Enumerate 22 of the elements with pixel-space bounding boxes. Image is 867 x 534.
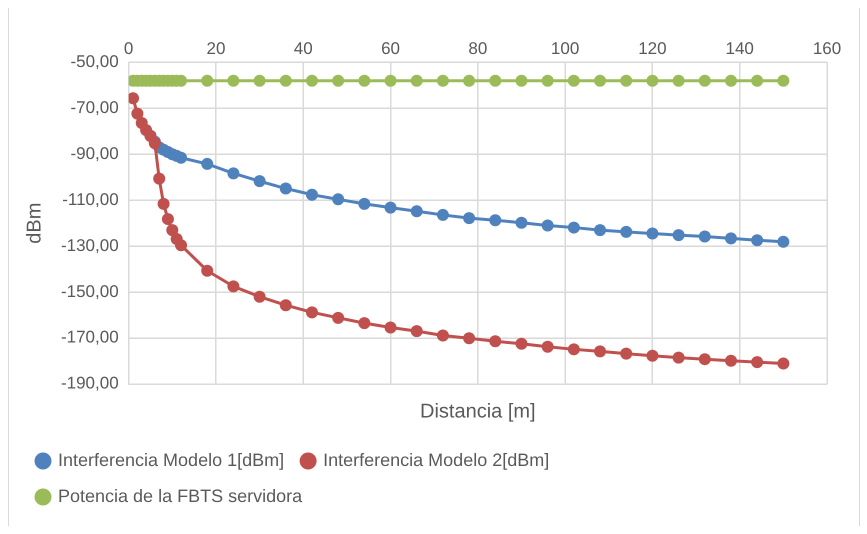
legend-label: Interferencia Modelo 2[dBm] bbox=[323, 450, 550, 470]
y-tick-label: -110,00 bbox=[62, 190, 119, 209]
y-tick-label: -150,00 bbox=[60, 282, 119, 301]
x-axis-title: Distancia [m] bbox=[420, 400, 536, 423]
x-tick-label: 120 bbox=[638, 38, 667, 58]
legend-label: Interferencia Modelo 1[dBm] bbox=[58, 450, 284, 470]
x-tick-label: 140 bbox=[726, 38, 754, 58]
y-tick-label: -190,00 bbox=[60, 374, 119, 393]
x-tick-label: 20 bbox=[206, 38, 226, 58]
y-tick-label: -70,00 bbox=[70, 98, 119, 118]
x-tick-label: 40 bbox=[294, 38, 313, 58]
legend-label: Potencia de la FBTS servidora bbox=[58, 486, 304, 506]
x-tick-label: 100 bbox=[550, 38, 580, 58]
y-tick-label: -90,00 bbox=[70, 144, 119, 163]
x-tick-label: 0 bbox=[124, 38, 134, 58]
y-tick-label: -130,00 bbox=[60, 236, 119, 255]
x-tick-label: 80 bbox=[468, 38, 488, 58]
x-tick-label: 160 bbox=[812, 38, 842, 58]
x-tick-label: 60 bbox=[381, 38, 400, 58]
y-tick-label: -50,00 bbox=[70, 52, 119, 72]
y-axis-title: dBm bbox=[24, 202, 46, 244]
y-tick-label: -170,00 bbox=[60, 328, 119, 347]
